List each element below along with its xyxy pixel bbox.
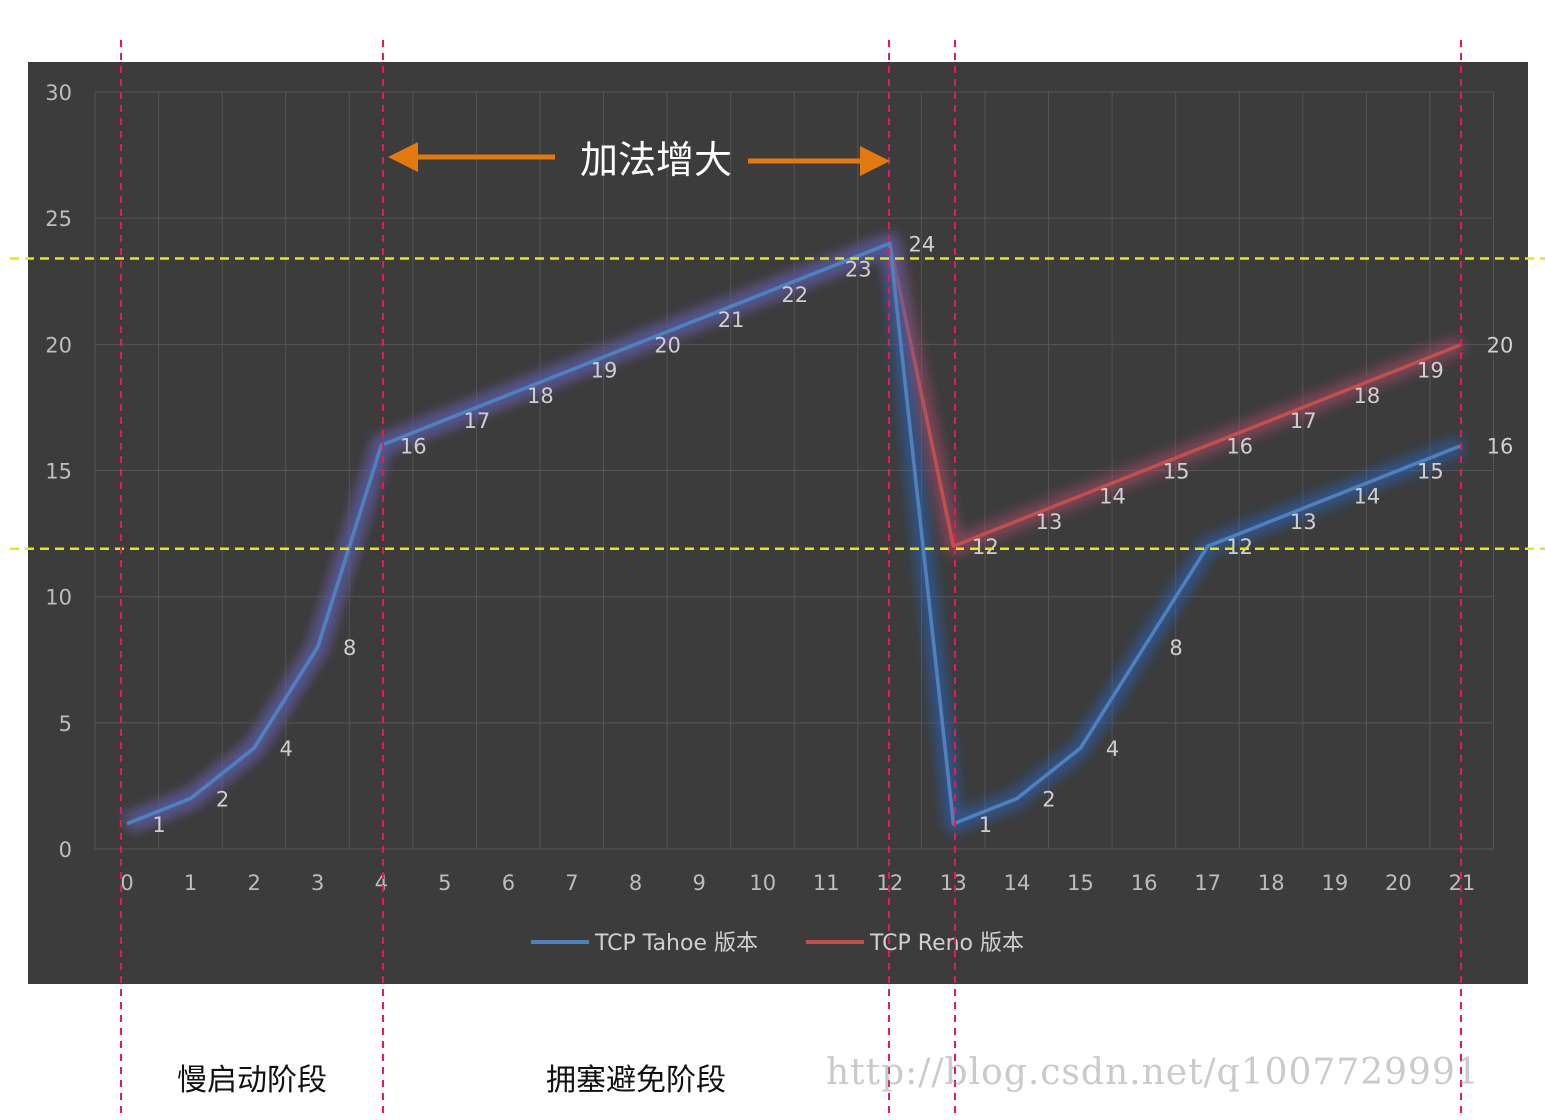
data-label: 23 bbox=[845, 258, 872, 282]
data-label: 8 bbox=[343, 636, 356, 660]
data-label: 14 bbox=[1099, 485, 1126, 509]
data-label: 21 bbox=[718, 308, 745, 332]
data-label: 4 bbox=[1106, 737, 1119, 761]
data-label: 14 bbox=[1353, 485, 1380, 509]
x-tick-label: 3 bbox=[311, 871, 324, 895]
data-label: 16 bbox=[1226, 434, 1253, 458]
x-tick-label: 17 bbox=[1194, 871, 1221, 895]
additive-increase-label: 加法增大 bbox=[580, 138, 732, 182]
x-tick-label: 18 bbox=[1258, 871, 1285, 895]
data-label: 20 bbox=[654, 333, 681, 357]
data-label: 4 bbox=[279, 737, 292, 761]
data-label: 18 bbox=[1353, 384, 1380, 408]
data-label: 2 bbox=[1042, 788, 1055, 812]
y-tick-label: 0 bbox=[59, 838, 72, 862]
x-tick-label: 13 bbox=[940, 871, 967, 895]
data-label: 16 bbox=[1487, 434, 1514, 458]
x-tick-label: 1 bbox=[184, 871, 197, 895]
data-label: 24 bbox=[908, 232, 935, 256]
data-label: 18 bbox=[527, 384, 554, 408]
phase-label-slow-start: 慢启动阶段 bbox=[177, 1063, 327, 1098]
y-tick-label: 15 bbox=[45, 460, 72, 484]
data-label: 2 bbox=[216, 788, 229, 812]
x-tick-label: 10 bbox=[749, 871, 776, 895]
x-tick-label: 2 bbox=[247, 871, 260, 895]
x-tick-label: 8 bbox=[629, 871, 642, 895]
series-line-0 bbox=[126, 241, 1463, 826]
data-label: 16 bbox=[400, 434, 427, 458]
data-label: 19 bbox=[591, 359, 618, 383]
data-label: 13 bbox=[1036, 510, 1063, 534]
data-label: 1 bbox=[979, 813, 992, 837]
data-label: 8 bbox=[1169, 636, 1182, 660]
phase-label-congestion-avoidance: 拥塞避免阶段 bbox=[546, 1063, 726, 1098]
data-label: 12 bbox=[1226, 535, 1253, 559]
x-tick-label: 20 bbox=[1385, 871, 1412, 895]
data-label: 13 bbox=[1290, 510, 1317, 534]
x-tick-label: 7 bbox=[565, 871, 578, 895]
data-label: 19 bbox=[1417, 359, 1444, 383]
data-label: 17 bbox=[1290, 409, 1317, 433]
y-tick-label: 20 bbox=[45, 333, 72, 357]
x-tick-label: 16 bbox=[1131, 871, 1158, 895]
legend-label-1: TCP Reno 版本 bbox=[869, 931, 1024, 956]
x-tick-label: 0 bbox=[120, 871, 133, 895]
x-tick-label: 5 bbox=[438, 871, 451, 895]
x-tick-label: 6 bbox=[502, 871, 515, 895]
x-tick-label: 9 bbox=[692, 871, 705, 895]
y-tick-label: 10 bbox=[45, 586, 72, 610]
x-tick-label: 19 bbox=[1321, 871, 1348, 895]
data-label: 12 bbox=[972, 535, 999, 559]
watermark: http://blog.csdn.net/q1007729991 bbox=[826, 1052, 1480, 1093]
y-tick-label: 5 bbox=[59, 712, 72, 736]
data-label: 22 bbox=[781, 283, 808, 307]
y-tick-label: 25 bbox=[45, 207, 72, 231]
x-tick-label: 4 bbox=[375, 871, 388, 895]
x-tick-label: 14 bbox=[1004, 871, 1031, 895]
y-tick-label: 30 bbox=[45, 81, 72, 105]
data-label: 15 bbox=[1417, 460, 1444, 484]
x-tick-label: 11 bbox=[813, 871, 840, 895]
legend-label-0: TCP Tahoe 版本 bbox=[594, 931, 758, 956]
data-label: 17 bbox=[463, 409, 490, 433]
data-label: 20 bbox=[1487, 333, 1514, 357]
data-label: 15 bbox=[1163, 460, 1190, 484]
data-label: 1 bbox=[152, 813, 165, 837]
x-tick-label: 15 bbox=[1067, 871, 1094, 895]
